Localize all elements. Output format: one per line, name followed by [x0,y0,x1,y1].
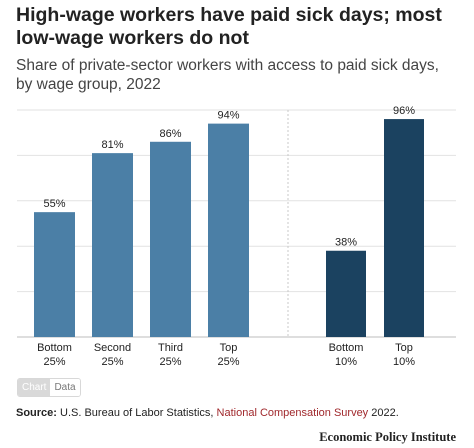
source-note: Source: U.S. Bureau of Labor Statistics,… [16,406,466,420]
chart-title: High-wage workers have paid sick days; m… [16,4,442,49]
data-label: 96% [393,105,415,117]
x-tick-label: Third [158,342,183,354]
data-label: 86% [159,128,181,140]
data-tab[interactable]: Data [50,379,80,396]
x-tick-label: Top [220,342,238,354]
source-year: 2022. [368,407,399,419]
brand-logo: Economic Policy Institute [319,430,456,444]
bar [92,153,133,337]
x-tick-label: Bottom [329,342,364,354]
chart-data-toggle[interactable]: Chart Data [17,378,81,397]
source-link[interactable]: National Compensation Survey [216,407,369,419]
bar [150,141,191,337]
source-prefix: Source: [16,407,57,419]
x-tick-label: 25% [159,356,181,368]
bar [208,123,249,338]
x-tick-label: 10% [393,356,415,368]
chart-subtitle: Share of private-sector workers with acc… [16,57,439,93]
data-label: 94% [217,110,239,122]
x-tick-label: 25% [217,356,239,368]
x-tick-label: 10% [335,356,357,368]
x-tick-label: 25% [101,356,123,368]
chart-tab[interactable]: Chart [18,379,51,396]
bar [384,119,424,337]
bar [34,212,75,337]
x-tick-label: Bottom [37,342,72,354]
bar [326,250,366,337]
bars: 55% Bottom 25% 81% Second 25% 86% Third 25% 94% To… [34,105,424,368]
x-tick-label: 25% [43,356,65,368]
x-tick-label: Top [395,342,413,354]
data-label: 38% [335,237,357,249]
data-label: 81% [101,139,123,151]
source-text: U.S. Bureau of Labor Statistics, [56,407,217,419]
x-tick-label: Second [94,342,131,354]
data-label: 55% [43,198,65,210]
bar-chart: 55% Bottom 25% 81% Second 25% 86% Third 25% 94% To… [17,105,456,368]
